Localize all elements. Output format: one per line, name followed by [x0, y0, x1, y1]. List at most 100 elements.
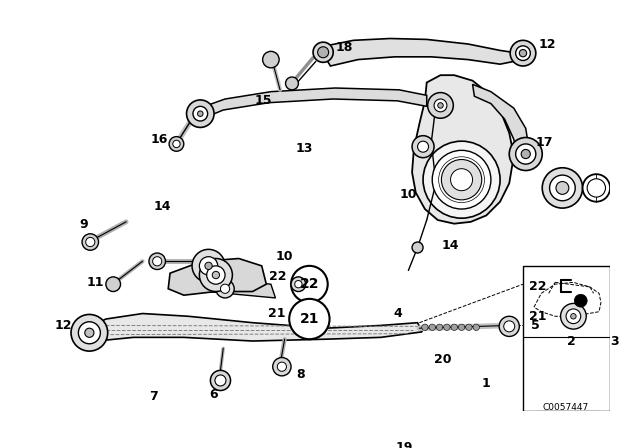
- Circle shape: [294, 280, 302, 288]
- Circle shape: [285, 77, 298, 90]
- Circle shape: [574, 294, 587, 307]
- Polygon shape: [205, 277, 275, 298]
- Circle shape: [192, 250, 225, 282]
- Circle shape: [412, 136, 434, 158]
- Circle shape: [473, 324, 479, 331]
- Circle shape: [422, 324, 428, 331]
- Text: 3: 3: [611, 335, 619, 348]
- Circle shape: [458, 324, 465, 331]
- Circle shape: [198, 111, 203, 116]
- Text: 8: 8: [296, 367, 305, 380]
- Circle shape: [215, 375, 226, 386]
- Circle shape: [186, 100, 214, 127]
- Circle shape: [566, 309, 580, 323]
- Circle shape: [173, 140, 180, 147]
- Text: 10: 10: [276, 250, 293, 263]
- Circle shape: [205, 262, 212, 270]
- Circle shape: [193, 106, 207, 121]
- Circle shape: [149, 253, 166, 270]
- Text: 4: 4: [393, 307, 402, 320]
- Circle shape: [516, 144, 536, 164]
- Text: 6: 6: [210, 388, 218, 401]
- Circle shape: [451, 324, 458, 331]
- Circle shape: [211, 370, 230, 391]
- Circle shape: [509, 138, 542, 171]
- Circle shape: [438, 103, 444, 108]
- Text: 12: 12: [539, 38, 557, 51]
- Circle shape: [516, 46, 531, 60]
- Circle shape: [429, 324, 435, 331]
- Circle shape: [216, 280, 234, 298]
- Polygon shape: [168, 258, 266, 295]
- Polygon shape: [200, 88, 427, 119]
- Circle shape: [200, 258, 232, 292]
- Circle shape: [106, 277, 120, 292]
- Text: 19: 19: [396, 441, 413, 448]
- Circle shape: [152, 257, 162, 266]
- Circle shape: [273, 358, 291, 376]
- Text: 22: 22: [529, 280, 547, 293]
- Circle shape: [444, 324, 450, 331]
- Text: 14: 14: [154, 200, 172, 213]
- Bar: [523, 266, 610, 411]
- Circle shape: [313, 42, 333, 62]
- Circle shape: [466, 324, 472, 331]
- Circle shape: [262, 52, 279, 68]
- Circle shape: [504, 321, 515, 332]
- Text: 15: 15: [255, 95, 272, 108]
- Circle shape: [521, 150, 531, 159]
- Circle shape: [428, 93, 453, 118]
- Polygon shape: [412, 75, 514, 224]
- Text: 22: 22: [269, 270, 287, 283]
- Text: 10: 10: [399, 188, 417, 201]
- Circle shape: [220, 284, 230, 293]
- Circle shape: [71, 314, 108, 351]
- Circle shape: [519, 50, 527, 57]
- Circle shape: [432, 151, 491, 209]
- Circle shape: [277, 362, 287, 371]
- Circle shape: [289, 299, 330, 339]
- Circle shape: [200, 257, 218, 275]
- Circle shape: [291, 277, 306, 292]
- Circle shape: [169, 137, 184, 151]
- Circle shape: [542, 168, 582, 208]
- Circle shape: [587, 179, 605, 197]
- Circle shape: [510, 40, 536, 66]
- Circle shape: [561, 303, 586, 329]
- Circle shape: [434, 99, 447, 112]
- Polygon shape: [326, 39, 523, 66]
- Circle shape: [571, 314, 576, 319]
- Text: 21: 21: [300, 312, 319, 326]
- Text: 17: 17: [535, 136, 553, 149]
- Circle shape: [291, 266, 328, 302]
- Circle shape: [499, 316, 519, 336]
- Text: 9: 9: [79, 218, 88, 231]
- Polygon shape: [472, 84, 529, 170]
- Circle shape: [412, 242, 423, 253]
- Circle shape: [556, 181, 569, 194]
- Text: 20: 20: [435, 353, 452, 366]
- Text: 21: 21: [268, 307, 285, 320]
- Circle shape: [317, 47, 328, 58]
- Polygon shape: [83, 314, 422, 341]
- Circle shape: [84, 328, 94, 337]
- Text: 5: 5: [531, 319, 540, 332]
- Circle shape: [86, 237, 95, 246]
- Text: 12: 12: [55, 319, 72, 332]
- Text: 13: 13: [295, 142, 312, 155]
- Circle shape: [451, 169, 472, 191]
- Text: C0057447: C0057447: [543, 404, 589, 413]
- Text: 16: 16: [150, 133, 168, 146]
- Circle shape: [423, 141, 500, 218]
- Circle shape: [212, 271, 220, 279]
- Text: 14: 14: [442, 239, 460, 252]
- Circle shape: [417, 141, 429, 152]
- Text: 21: 21: [529, 310, 547, 323]
- Circle shape: [442, 159, 482, 200]
- Circle shape: [582, 174, 610, 202]
- Circle shape: [82, 234, 99, 250]
- Circle shape: [207, 266, 225, 284]
- Text: 1: 1: [482, 377, 491, 390]
- Circle shape: [78, 322, 100, 344]
- Circle shape: [550, 175, 575, 201]
